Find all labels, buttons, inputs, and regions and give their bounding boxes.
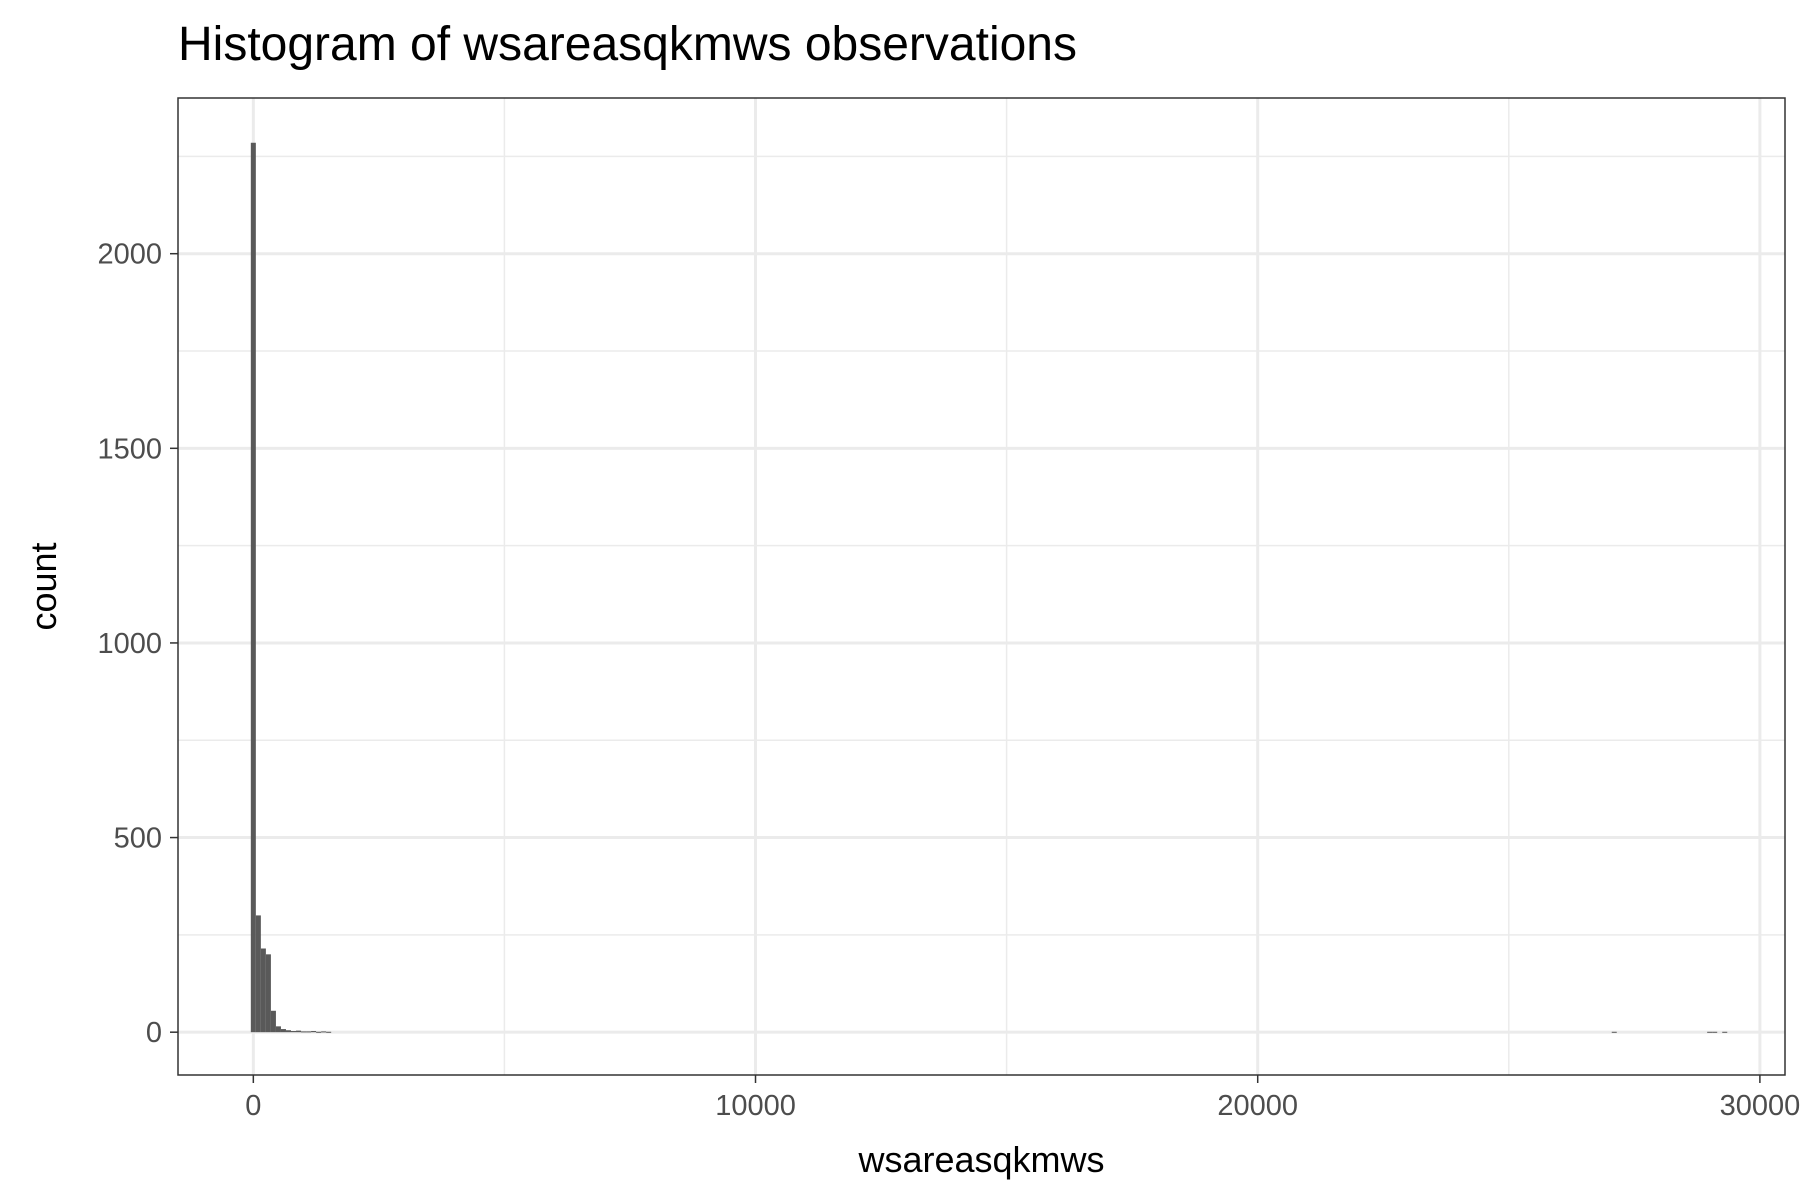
grid-major — [178, 98, 1785, 1075]
histogram-bar — [285, 1030, 291, 1033]
histogram-bar — [1611, 1031, 1617, 1033]
x-tick-label: 20000 — [1217, 1090, 1298, 1122]
histogram-bar — [250, 142, 256, 1033]
x-tick-label: 30000 — [1720, 1090, 1800, 1122]
x-axis: 0 10000 20000 30000 — [245, 1075, 1800, 1122]
histogram-bars — [250, 142, 1728, 1033]
y-tick-label: 1500 — [97, 433, 162, 465]
x-tick-label: 10000 — [715, 1090, 796, 1122]
panel-border — [177, 97, 1786, 1076]
histogram-bar — [301, 1031, 307, 1033]
histogram-bar — [311, 1031, 317, 1033]
histogram-bar — [260, 948, 266, 1033]
histogram-bar — [316, 1031, 322, 1033]
histogram-bar — [280, 1029, 286, 1033]
histogram-bar — [275, 1026, 281, 1033]
histogram-bar — [1707, 1031, 1713, 1033]
y-tick-label: 500 — [114, 823, 162, 855]
chart-title: Histogram of wsareasqkmws observations — [178, 18, 1077, 71]
y-tick-label: 2000 — [97, 239, 162, 271]
y-tick-label: 0 — [146, 1017, 162, 1049]
x-tick-label: 0 — [245, 1090, 261, 1122]
grid-minor — [178, 98, 1785, 1075]
y-axis: 0 500 1000 1500 2000 — [97, 239, 178, 1049]
histogram-bar — [1712, 1031, 1718, 1033]
histogram-bar — [321, 1031, 327, 1033]
y-axis-title: count — [23, 542, 64, 630]
histogram-bar — [296, 1030, 302, 1033]
histogram-bar — [265, 954, 271, 1033]
panel-background — [178, 98, 1785, 1075]
histogram-bar — [255, 915, 261, 1033]
histogram-bar — [326, 1031, 332, 1033]
plot-panel — [177, 97, 1786, 1076]
y-tick-label: 1000 — [97, 628, 162, 660]
histogram-bar — [306, 1031, 312, 1033]
histogram-bar — [290, 1031, 297, 1033]
histogram-bar — [270, 1010, 276, 1033]
histogram-bar — [1722, 1031, 1728, 1033]
x-axis-title: wsareasqkmws — [857, 1139, 1104, 1180]
